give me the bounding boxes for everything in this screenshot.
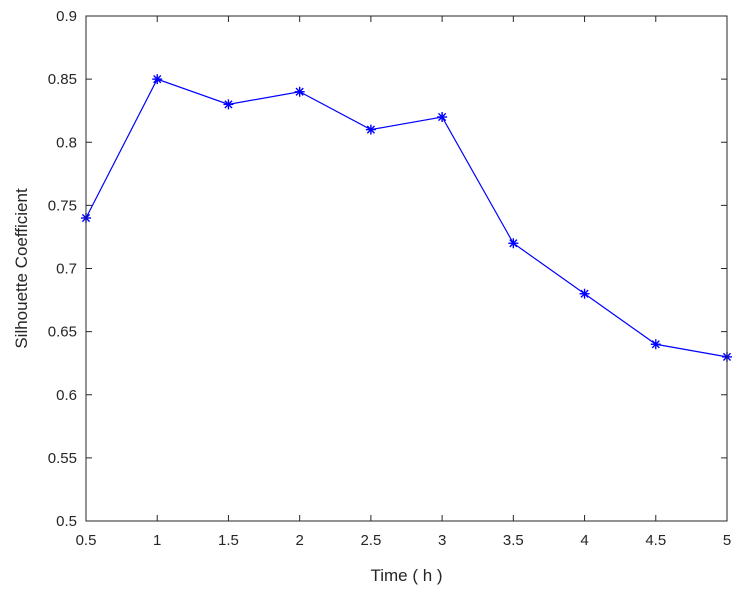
x-tick-label: 4.5 [645,532,666,549]
data-point-marker [437,112,448,122]
data-point-marker [579,288,590,299]
y-tick-label: 0.55 [48,450,77,467]
x-tick-label: 2.5 [360,532,381,549]
y-tick-label: 0.9 [56,8,77,25]
x-tick-label: 1 [153,532,161,549]
data-point-marker [650,339,661,350]
x-tick-label: 5 [723,532,731,549]
series-layer [81,74,732,362]
x-axis-label: Time ( h ) [370,566,442,585]
data-point-marker [508,238,519,249]
y-axis-label: Silhouette Coefficient [12,188,31,349]
data-point-marker [152,74,163,85]
x-tick-label: 4 [580,532,588,549]
ticks-layer: 0.5 1 1.5 2 2.5 3 3.5 4 4.5 5 0.5 0.55 0.6 0.65 0.7 0.7… [48,8,731,549]
x-tick-label: 2 [295,532,303,549]
data-point-marker [223,99,234,110]
data-point-marker [365,124,376,135]
y-tick-label: 0.8 [56,134,77,151]
x-tick-label: 0.5 [76,532,97,549]
y-tick-label: 0.5 [56,513,77,530]
y-tick-label: 0.6 [56,387,77,404]
x-tick-label: 3 [438,532,446,549]
y-tick-label: 0.7 [56,261,77,278]
y-tick-label: 0.75 [48,197,77,214]
data-point-marker [294,86,305,97]
x-tick-label: 3.5 [503,532,524,549]
x-tick-label: 1.5 [218,532,239,549]
plot-area-frame [85,15,728,522]
y-tick-label: 0.65 [48,324,77,341]
series-line [85,78,728,358]
y-tick-label: 0.85 [48,71,77,88]
